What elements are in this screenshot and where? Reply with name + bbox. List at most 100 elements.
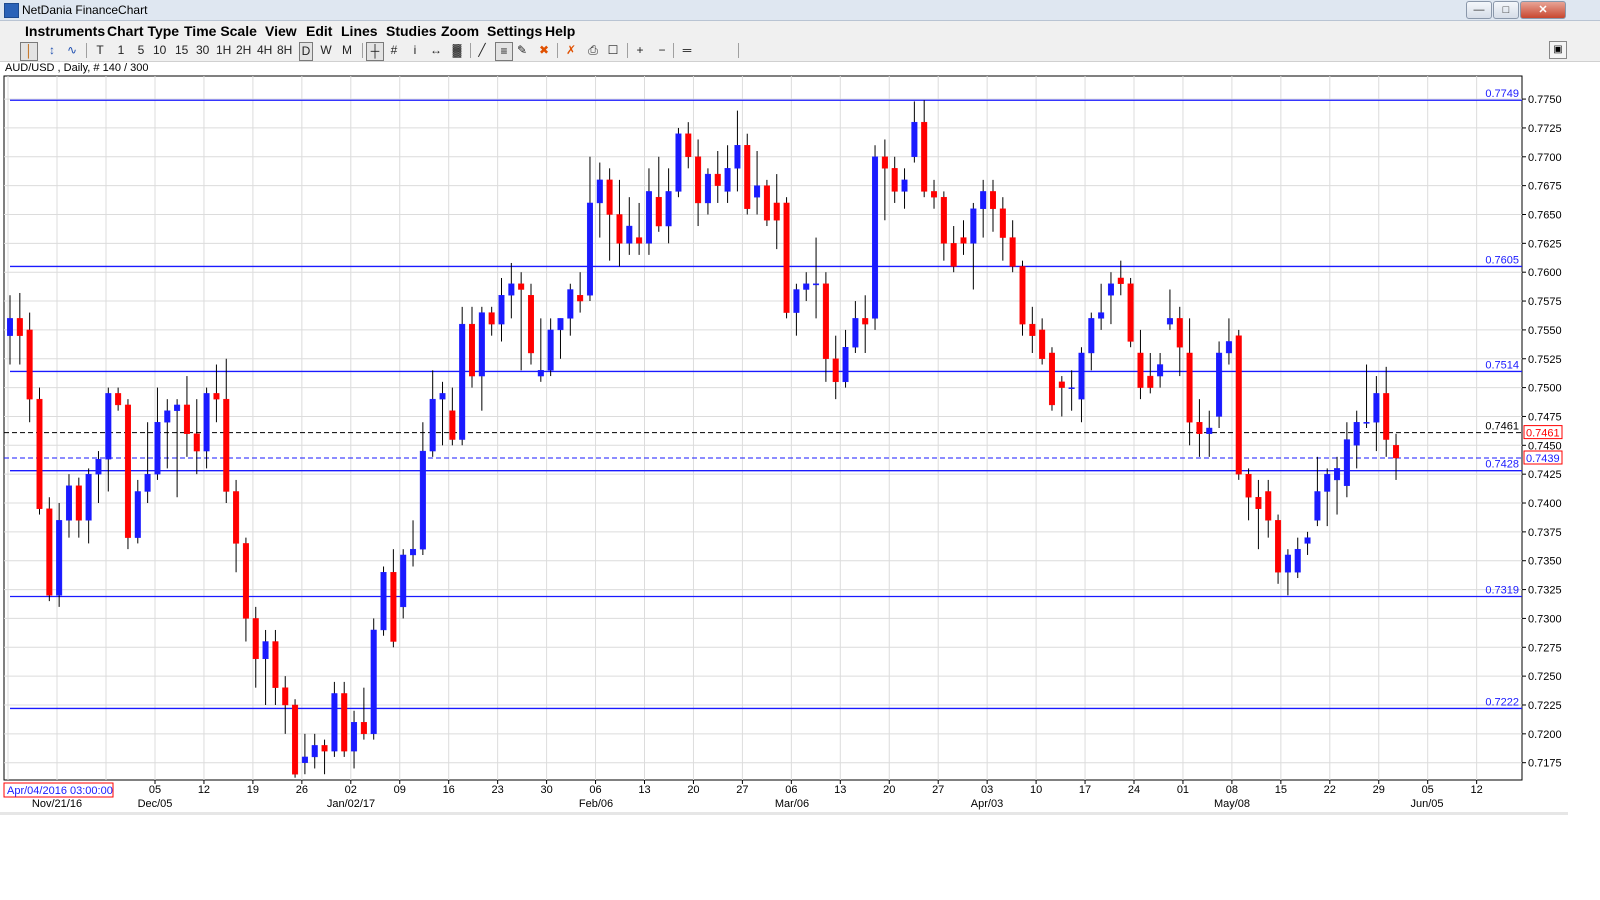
menu-lines[interactable]: Lines xyxy=(341,23,378,39)
candle-down xyxy=(36,398,43,509)
x-major-label: Dec/05 xyxy=(138,798,173,810)
timescale-8h[interactable]: 8H xyxy=(277,43,293,57)
line-chart-icon[interactable]: ∿ xyxy=(66,43,78,57)
candle-down xyxy=(341,693,348,752)
menu-studies[interactable]: Studies xyxy=(386,23,437,39)
candle-down xyxy=(1117,277,1124,284)
trend-line-icon[interactable]: ╱ xyxy=(478,43,486,57)
x-tick-label: 09 xyxy=(394,784,406,796)
candle-up xyxy=(793,289,800,313)
x-tick-label: 05 xyxy=(149,784,161,796)
price-tag xyxy=(1523,450,1563,465)
timescale-t[interactable]: T xyxy=(96,43,104,57)
candle-up xyxy=(351,722,358,752)
y-tick-label: 0.7650 xyxy=(1528,209,1562,221)
menu-instruments[interactable]: Instruments xyxy=(25,23,106,39)
crosshair-icon[interactable]: ┼ xyxy=(366,42,384,61)
print-icon[interactable]: ⎙ xyxy=(588,43,598,57)
volume-icon[interactable]: ▓ xyxy=(452,43,462,57)
x-major-label: Jun/05 xyxy=(1410,798,1443,810)
x-tick-label: 23 xyxy=(492,784,504,796)
toolbar-separator xyxy=(738,43,739,58)
x-tick-label: 27 xyxy=(736,784,748,796)
price-tag-label: 0.7461 xyxy=(1526,428,1560,440)
timescale-2h[interactable]: 2H xyxy=(236,43,252,57)
candle-up xyxy=(419,450,426,550)
y-tick-label: 0.7500 xyxy=(1528,383,1562,395)
timescale-1[interactable]: 1 xyxy=(117,43,125,57)
menu-chart-type[interactable]: Chart Type xyxy=(107,23,180,39)
timescale-5[interactable]: 5 xyxy=(137,43,145,57)
y-tick-label: 0.7700 xyxy=(1528,152,1562,164)
window-titlebar: NetDania FinanceChart — □ ✕ xyxy=(0,0,1600,21)
menu-settings[interactable]: Settings xyxy=(487,23,543,39)
zoom-out-icon[interactable]: − xyxy=(658,43,666,57)
y-tick-label: 0.7525 xyxy=(1528,354,1562,366)
candle-down xyxy=(1048,352,1055,406)
candle-up xyxy=(85,473,92,521)
minimize-button[interactable]: — xyxy=(1466,1,1492,19)
close-button[interactable]: ✕ xyxy=(1520,1,1566,19)
fibonacci-icon[interactable]: ≡ xyxy=(495,42,513,61)
toolbar-separator xyxy=(470,43,471,58)
menu-edit[interactable]: Edit xyxy=(306,23,333,39)
candle-chart-icon[interactable]: │ xyxy=(20,42,38,61)
candle-down xyxy=(1058,381,1065,388)
candle-down xyxy=(695,156,702,204)
x-major-label: May/08 xyxy=(1214,798,1250,810)
candle-down xyxy=(960,237,967,244)
y-tick-label: 0.7350 xyxy=(1528,556,1562,568)
candle-up xyxy=(262,641,269,660)
fit-icon[interactable]: ═ xyxy=(682,43,692,57)
candle-up xyxy=(1078,352,1085,400)
candle-down xyxy=(1383,393,1390,440)
timescale-1h[interactable]: 1H xyxy=(216,43,232,57)
candle-up xyxy=(1343,439,1350,486)
candle-down xyxy=(26,329,33,400)
candle-up xyxy=(164,410,171,423)
candle-up xyxy=(134,491,141,538)
candle-up xyxy=(724,168,731,192)
bar-chart-icon[interactable]: ↕ xyxy=(49,43,55,57)
zoom-in-icon[interactable]: + xyxy=(636,43,644,57)
candle-down xyxy=(1255,497,1262,509)
candle-down xyxy=(193,433,200,452)
panel-toggle-icon[interactable]: ▣ xyxy=(1549,41,1567,59)
timescale-m[interactable]: M xyxy=(342,43,352,57)
maximize-button[interactable]: □ xyxy=(1493,1,1519,19)
dashed-level-label: 0.7461 xyxy=(1485,421,1519,433)
menu-zoom[interactable]: Zoom xyxy=(441,23,480,39)
timescale-4h[interactable]: 4H xyxy=(257,43,273,57)
grid-icon[interactable]: # xyxy=(390,43,398,57)
candle-up xyxy=(370,629,377,735)
timescale-w[interactable]: W xyxy=(320,43,332,57)
timescale-15[interactable]: 15 xyxy=(175,43,189,57)
candle-up xyxy=(498,295,505,325)
timescale-d[interactable]: D xyxy=(299,42,313,61)
candle-down xyxy=(1137,352,1144,388)
candle-down xyxy=(881,156,888,169)
candle-up xyxy=(1334,468,1341,481)
delete-all-icon[interactable]: ✗ xyxy=(565,43,577,57)
info-icon[interactable]: i xyxy=(413,43,417,57)
candle-down xyxy=(1393,445,1400,459)
print-preview-icon[interactable]: ☐ xyxy=(607,43,619,57)
menu-help[interactable]: Help xyxy=(545,23,576,39)
menu-time-scale[interactable]: Time Scale xyxy=(184,23,257,39)
price-tag xyxy=(1523,425,1563,440)
candle-down xyxy=(931,191,938,198)
timescale-30[interactable]: 30 xyxy=(196,43,210,57)
pen-icon[interactable]: ✎ xyxy=(516,43,528,57)
menu-view[interactable]: View xyxy=(265,23,297,39)
candle-up xyxy=(537,370,544,377)
delete-line-icon[interactable]: ✖ xyxy=(538,43,550,57)
timescale-10[interactable]: 10 xyxy=(153,43,167,57)
plot-area[interactable] xyxy=(3,75,1523,781)
y-tick-label: 0.7400 xyxy=(1528,498,1562,510)
x-tick-label: 30 xyxy=(540,784,552,796)
candle-up xyxy=(813,283,820,286)
x-tick-label: 13 xyxy=(834,784,846,796)
candle-down xyxy=(1275,520,1282,573)
arrows-icon[interactable]: ↔ xyxy=(430,43,442,57)
